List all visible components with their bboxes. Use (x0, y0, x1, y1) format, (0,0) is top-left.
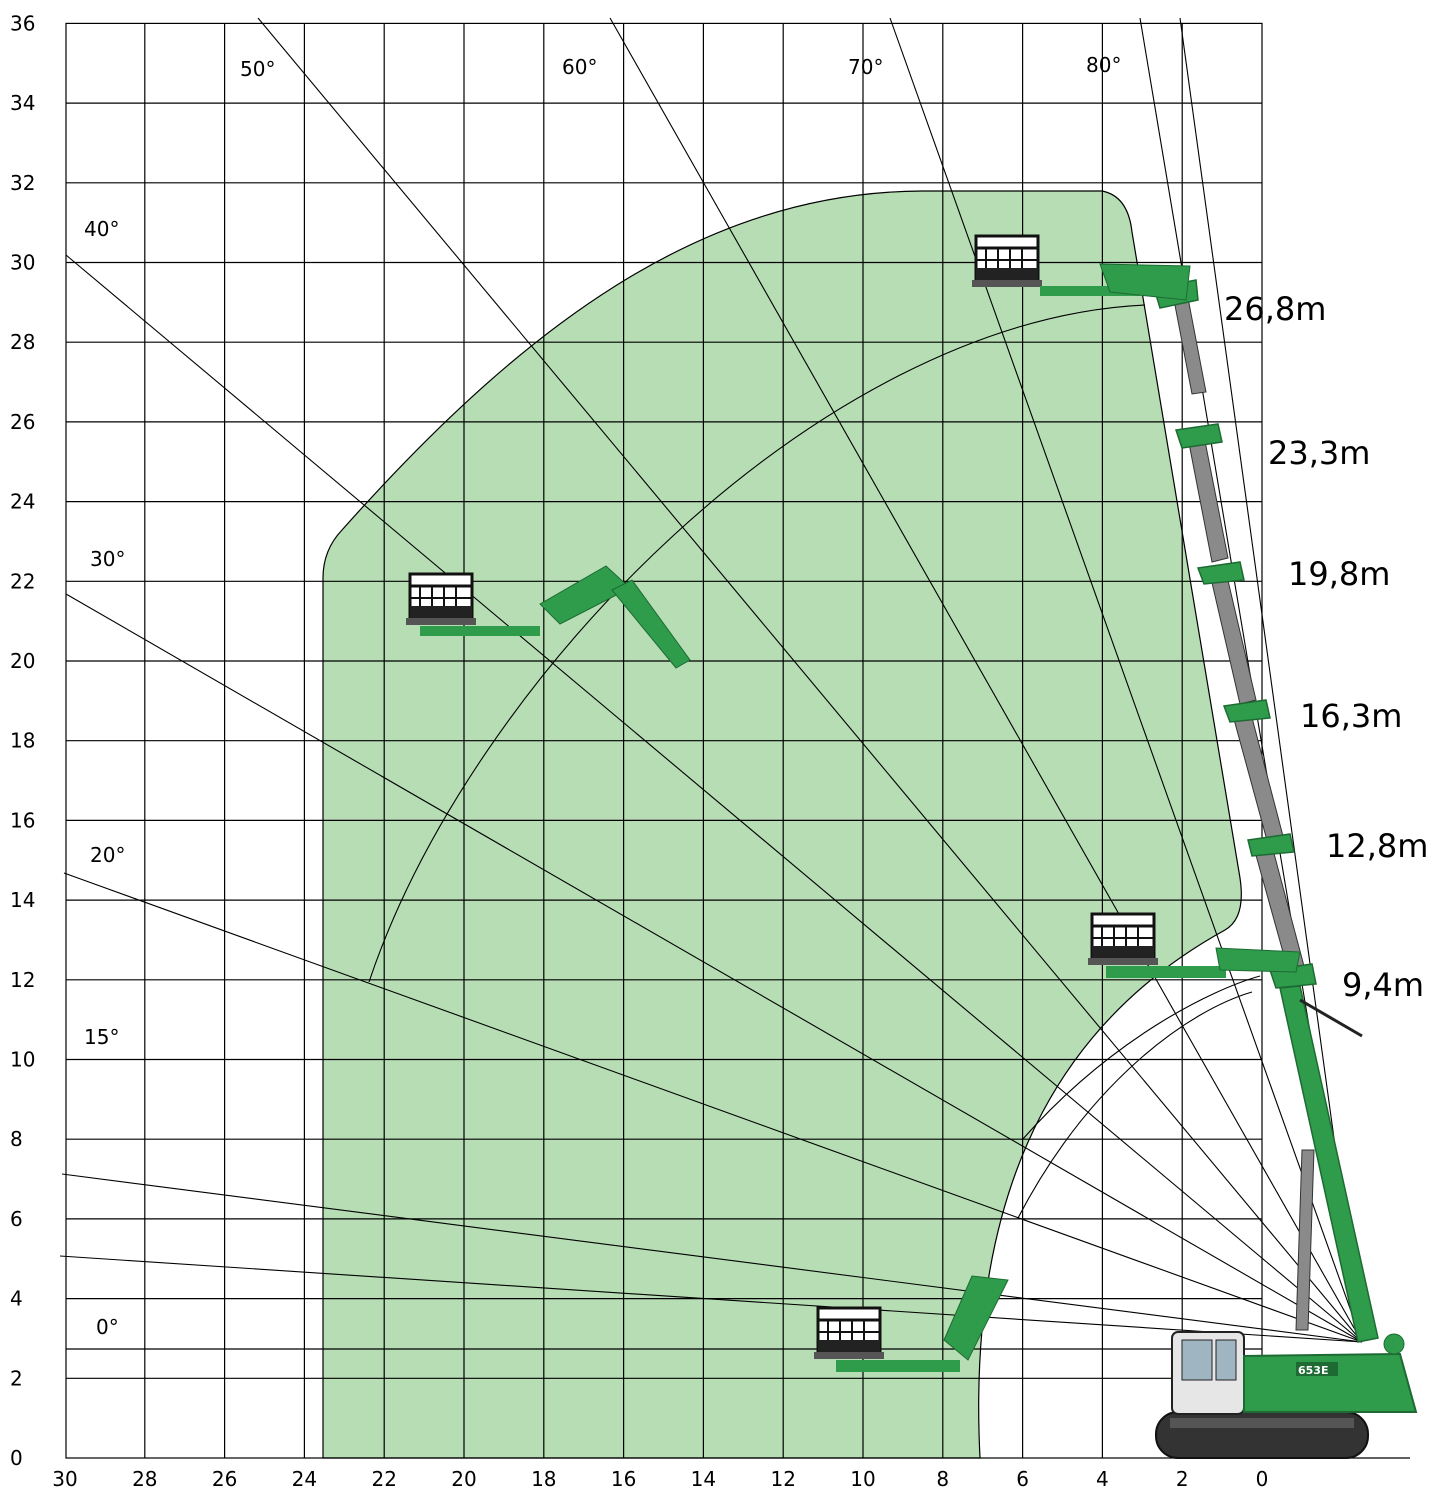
angle-labels: 50° 60° 70° 80° 40° 30° 20° 15° 0° (84, 53, 1121, 1339)
angle-label-0: 0° (96, 1315, 119, 1339)
angle-label-70: 70° (848, 55, 883, 79)
x-tick-label: 12 (770, 1467, 795, 1491)
y-tick-label: 16 (10, 808, 35, 832)
basket-bottom (812, 1275, 1009, 1372)
basket-top (970, 234, 1191, 301)
angle-ray (257, 17, 1363, 1343)
reach-arcs (368, 304, 1261, 1219)
boom-length-9-4: 9,4m (1342, 966, 1424, 1004)
x-tick-label: 14 (691, 1467, 716, 1491)
boom-length-labels: 26,8m 23,3m 19,8m 16,3m 12,8m 9,4m (1224, 290, 1428, 1004)
x-tick-label: 0 (1256, 1467, 1269, 1491)
x-axis-tick-labels: 30 28 26 24 22 20 18 16 14 12 10 8 6 4 2 0 (52, 1467, 1268, 1491)
y-tick-label: 14 (10, 888, 35, 912)
angle-label-40: 40° (84, 217, 119, 241)
x-tick-label: 24 (292, 1467, 317, 1491)
boom-length-19-8: 19,8m (1288, 555, 1390, 593)
boom-length-26-8: 26,8m (1224, 290, 1326, 328)
boom-length-16-3: 16,3m (1300, 697, 1402, 735)
angle-ray (609, 17, 1363, 1343)
angle-ray (65, 593, 1363, 1343)
working-envelope (322, 190, 1242, 1459)
y-tick-label: 22 (10, 569, 35, 593)
y-tick-label: 10 (10, 1048, 35, 1072)
y-tick-label: 24 (10, 490, 35, 514)
y-tick-label: 36 (10, 11, 35, 35)
y-tick-label: 8 (10, 1127, 23, 1151)
angle-label-60: 60° (562, 55, 597, 79)
y-tick-label: 34 (10, 91, 35, 115)
y-tick-label: 18 (10, 729, 35, 753)
x-tick-label: 26 (212, 1467, 237, 1491)
y-tick-label: 26 (10, 410, 35, 434)
angle-ray (59, 1255, 1363, 1343)
x-tick-label: 18 (531, 1467, 556, 1491)
x-tick-label: 30 (52, 1467, 77, 1491)
y-tick-label: 6 (10, 1207, 23, 1231)
x-tick-label: 4 (1096, 1467, 1109, 1491)
angle-ray (1179, 17, 1363, 1343)
boom-length-23-3: 23,3m (1268, 434, 1370, 472)
x-tick-label: 22 (371, 1467, 396, 1491)
angle-ray (63, 872, 1363, 1343)
angle-label-30: 30° (90, 547, 125, 571)
basket-middle (1086, 912, 1301, 978)
x-tick-label: 28 (132, 1467, 157, 1491)
y-tick-label: 20 (10, 649, 35, 673)
angle-ray (61, 1173, 1363, 1343)
angle-label-80: 80° (1086, 53, 1121, 77)
y-tick-label: 12 (10, 968, 35, 992)
boom-length-12-8: 12,8m (1326, 827, 1428, 865)
angle-label-50: 50° (240, 57, 275, 81)
x-tick-label: 2 (1176, 1467, 1189, 1491)
x-tick-label: 20 (451, 1467, 476, 1491)
x-tick-label: 6 (1016, 1467, 1029, 1491)
y-tick-label: 0 (10, 1446, 23, 1470)
y-tick-label: 2 (10, 1366, 23, 1390)
x-tick-label: 10 (850, 1467, 875, 1491)
angle-label-20: 20° (90, 843, 125, 867)
angle-label-15: 15° (84, 1025, 119, 1049)
basket-left (404, 565, 691, 669)
crawler-machine: 653E (1155, 1331, 1418, 1459)
angle-ray (889, 17, 1363, 1343)
y-tick-label: 32 (10, 171, 35, 195)
y-tick-label: 30 (10, 251, 35, 275)
machine-model-badge: 653E (1298, 1364, 1328, 1377)
y-tick-label: 28 (10, 330, 35, 354)
y-tick-label: 4 (10, 1287, 23, 1311)
x-tick-label: 16 (611, 1467, 636, 1491)
angle-lines (59, 17, 1363, 1343)
angle-ray (65, 254, 1363, 1343)
x-tick-label: 8 (936, 1467, 949, 1491)
